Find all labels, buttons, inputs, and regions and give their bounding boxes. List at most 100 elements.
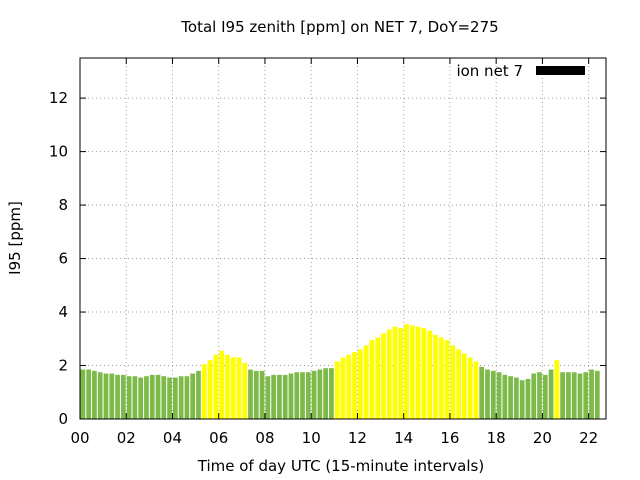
bar [92, 370, 97, 419]
x-tick-label: 18 [487, 429, 506, 447]
bar [467, 357, 473, 419]
x-tick-label: 08 [255, 429, 274, 447]
x-tick-label: 20 [533, 429, 552, 447]
bar [282, 374, 288, 419]
bar [571, 372, 577, 419]
x-tick-label: 06 [209, 429, 228, 447]
bar [560, 372, 565, 419]
bar [184, 376, 190, 419]
bar [531, 373, 537, 419]
bar [323, 368, 329, 419]
bar [138, 377, 144, 419]
bar [577, 373, 583, 419]
bar [329, 368, 334, 419]
bar [149, 374, 155, 419]
bar [248, 369, 253, 419]
bar [594, 370, 600, 419]
legend: ion net 7 [456, 62, 585, 80]
x-tick-label: 04 [163, 429, 182, 447]
bar [537, 372, 542, 419]
y-tick-label: 10 [49, 143, 68, 161]
bar [288, 373, 294, 419]
bar [542, 374, 548, 419]
bar [444, 340, 450, 419]
bar [190, 373, 196, 419]
bar [277, 374, 282, 419]
bar [479, 366, 485, 419]
x-tick-label: 02 [117, 429, 136, 447]
bar [80, 369, 86, 419]
bar [305, 372, 311, 419]
bar [427, 330, 433, 419]
y-tick-label: 4 [58, 303, 68, 321]
bar [242, 362, 248, 419]
bar [178, 376, 184, 419]
legend-label: ion net 7 [456, 62, 523, 80]
bar [421, 328, 427, 419]
x-tick-label: 10 [302, 429, 321, 447]
y-tick-label: 12 [49, 89, 68, 107]
bar [554, 360, 560, 419]
bar [132, 376, 138, 419]
bar [294, 372, 300, 419]
bar [253, 370, 259, 419]
bar [589, 369, 594, 419]
x-axis-label: Time of day UTC (15-minute intervals) [197, 457, 484, 475]
plot-frame [79, 57, 607, 420]
bar [230, 357, 236, 419]
bar [381, 333, 386, 419]
bar [508, 376, 513, 419]
bar [340, 357, 346, 419]
bar [473, 361, 479, 419]
bar [236, 357, 242, 419]
bar [317, 369, 323, 419]
bar [409, 325, 415, 419]
x-tick-label: 00 [70, 429, 89, 447]
bar [213, 354, 219, 419]
bar [485, 369, 490, 419]
y-tick-label: 8 [58, 196, 68, 214]
bar [259, 370, 265, 419]
bar [583, 372, 589, 419]
bar [201, 364, 207, 419]
bar [225, 354, 230, 419]
bar [566, 372, 571, 419]
bar [196, 370, 201, 419]
x-tick-label: 12 [348, 429, 367, 447]
bar [126, 376, 132, 419]
bar [172, 377, 178, 419]
y-tick-label: 6 [58, 250, 68, 268]
bar [346, 354, 352, 419]
bar [450, 345, 456, 419]
bar [357, 349, 363, 419]
bar [514, 377, 519, 419]
bar [265, 376, 271, 419]
bar [369, 340, 375, 419]
bar [398, 328, 404, 419]
bar [155, 374, 161, 419]
chart-title: Total I95 zenith [ppm] on NET 7, DoY=275 [180, 18, 498, 36]
bar [120, 374, 126, 419]
bar [144, 376, 149, 419]
bar [97, 372, 103, 419]
bar [115, 374, 120, 419]
bar [300, 372, 305, 419]
bar [363, 345, 369, 419]
bar [334, 361, 340, 419]
bar [375, 337, 381, 419]
bar [438, 337, 444, 419]
bar [86, 369, 92, 419]
bar [433, 334, 438, 419]
bar [461, 353, 467, 419]
bar [352, 352, 357, 419]
bar [392, 326, 398, 419]
bar [502, 374, 508, 419]
bar [519, 380, 525, 419]
bar [271, 374, 276, 419]
bar [386, 329, 392, 419]
bar [103, 373, 109, 419]
x-tick-label: 16 [440, 429, 459, 447]
bar [415, 326, 421, 419]
legend-swatch [536, 66, 585, 75]
